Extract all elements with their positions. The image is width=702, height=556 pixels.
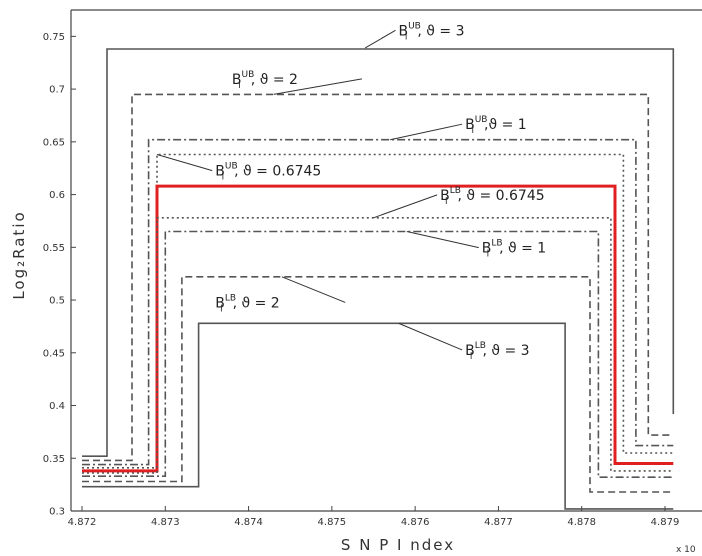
x-tick-label: 4.879 bbox=[651, 517, 680, 528]
annotation-5: BLB l, ϑ = 1 bbox=[406, 231, 546, 260]
annotation-label: BLB l, ϑ = 1 bbox=[482, 239, 546, 260]
series-layer bbox=[82, 48, 675, 510]
y-tick-label: 0.6 bbox=[49, 190, 65, 201]
x-tick-label: 4.872 bbox=[68, 517, 97, 528]
annotation-6: BLB l, ϑ = 2 bbox=[215, 276, 346, 314]
y-tick-label: 0.45 bbox=[43, 348, 65, 359]
annotation-label: BLB l, ϑ = 2 bbox=[215, 293, 279, 314]
x-tick-label: 4.876 bbox=[401, 517, 430, 528]
series-line-lb3 bbox=[82, 322, 674, 510]
x-tick-label: 4.873 bbox=[151, 517, 180, 528]
series-line-lb1 bbox=[82, 230, 674, 479]
annotation-pointer bbox=[281, 276, 346, 303]
annotation-7: BLB l, ϑ = 3 bbox=[398, 322, 530, 362]
series-line-lb0-6745 bbox=[82, 217, 674, 474]
x-axis-title: S N P I ndex bbox=[341, 536, 455, 554]
annotation-label: BLB l, ϑ = 0.6745 bbox=[440, 186, 545, 207]
annotation-label: BUB l, ϑ = 0.6745 bbox=[215, 162, 321, 183]
x-multiplier: x 10 bbox=[676, 545, 696, 555]
series-line-lb2 bbox=[82, 275, 674, 493]
series-line-ub1 bbox=[82, 138, 674, 466]
x-tick-label: 4.874 bbox=[234, 517, 263, 528]
y-tick-label: 0.65 bbox=[43, 137, 65, 148]
x-tick-label: 4.878 bbox=[567, 517, 596, 528]
y-tick-label: 0.55 bbox=[43, 243, 65, 254]
annotation-2: BUB l ,ϑ = 1 bbox=[390, 115, 527, 141]
annotation-4: BLB l, ϑ = 0.6745 bbox=[373, 186, 545, 219]
y-tick-label: 0.75 bbox=[43, 32, 65, 43]
series-line-ub3 bbox=[82, 48, 675, 458]
y-tick-label: 0.7 bbox=[49, 85, 65, 96]
annotation-label: BUB l ,ϑ = 1 bbox=[465, 115, 527, 136]
axes-layer bbox=[70, 9, 702, 512]
annotation-pointer bbox=[406, 231, 479, 249]
annotation-pointer bbox=[364, 29, 396, 49]
annotation-label: BUB l, ϑ = 2 bbox=[232, 70, 298, 91]
annotation-label: BUB l, ϑ = 3 bbox=[398, 21, 464, 42]
x-tick-label: 4.875 bbox=[318, 517, 347, 528]
x-tick-label: 4.877 bbox=[484, 517, 513, 528]
annotation-pointer bbox=[390, 123, 463, 141]
y-tick-label: 0.4 bbox=[49, 401, 65, 412]
annotation-pointer bbox=[398, 322, 463, 351]
y-tick-label: 0.3 bbox=[49, 507, 65, 518]
y-axis-title: Log₂Ratio bbox=[10, 210, 28, 299]
annotation-pointer bbox=[373, 194, 438, 219]
annotations-layer: BUB l, ϑ = 3 BUB l, ϑ = 2 BUB l ,ϑ = 1 BUB l, ϑ … bbox=[156, 21, 546, 362]
ticks-layer: 4.872 4.873 4.874 4.875 4.876 4.877 4.878 4.879… bbox=[43, 32, 680, 528]
annotation-3: BUB l, ϑ = 0.6745 bbox=[156, 154, 321, 183]
series-line-ub2 bbox=[82, 93, 674, 462]
annotation-0: BUB l, ϑ = 3 bbox=[364, 21, 464, 49]
annotation-pointer bbox=[156, 154, 213, 172]
annotation-pointer bbox=[273, 78, 363, 95]
y-tick-label: 0.35 bbox=[43, 454, 65, 465]
y-tick-label: 0.5 bbox=[49, 296, 65, 307]
series-line-ub0-6745 bbox=[82, 153, 674, 469]
annotation-1: BUB l, ϑ = 2 bbox=[232, 70, 363, 95]
annotation-label: BLB l, ϑ = 3 bbox=[465, 341, 529, 362]
series-line-estimate bbox=[82, 184, 674, 473]
